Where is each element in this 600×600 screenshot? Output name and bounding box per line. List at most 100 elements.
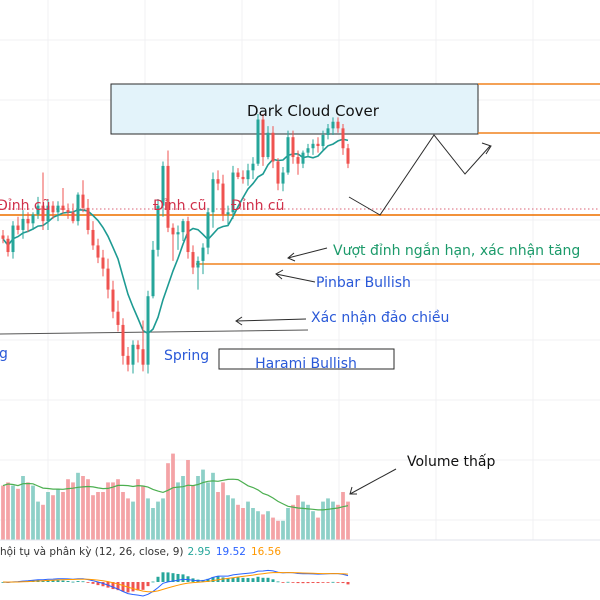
candle-body [316,143,320,147]
candle-body [96,245,100,258]
candle-body [21,218,25,230]
volume-bar [186,460,190,540]
candle-body [81,194,85,208]
macd-bar [131,582,135,592]
macd-bar [211,576,215,582]
candle-body [46,205,50,222]
volume-bar [256,511,260,540]
macd-bar [261,577,265,582]
volume-bar [11,485,15,540]
candle-body [111,289,115,312]
candle-body [171,227,175,235]
volume-bar [261,514,265,540]
volume-ma [2,478,349,511]
macd-bar [86,582,90,583]
candle-body [136,344,140,350]
volume-bar [196,476,200,540]
volume-bar [221,482,225,540]
candle-body [86,207,90,230]
candle-body [91,229,95,246]
volume-bar [56,488,60,540]
macd-bar [156,576,160,582]
old-peak-label-2: Đỉnh cũ [153,198,207,214]
macd-bar [271,579,275,582]
macd-bar [256,576,260,582]
macd-bar [251,578,255,582]
volume-bar [201,469,205,540]
pinbar-label: Pinbar Bullish [316,275,411,291]
volume-bar [226,495,230,540]
macd-bar [136,582,140,591]
candle-body [221,183,225,215]
volume-bar [306,504,310,540]
candle-body [191,252,195,268]
volume-bar [161,498,165,540]
macd-bar [306,582,310,584]
candle-body [56,205,60,213]
volume-bar [166,463,170,540]
candle-body [311,143,315,149]
volume-bar [36,501,40,540]
volume-bar [6,482,10,540]
candle-body [1,235,5,239]
macd-bar [51,580,55,582]
candle-body [186,221,190,253]
ma-line [2,138,349,335]
volume-bar [176,482,180,540]
macd-bar [236,577,240,582]
macd-bar [81,581,85,583]
macd-bar [326,582,330,583]
macd-bar [311,582,315,583]
volume-bar [41,504,45,540]
dark-cloud-label: Dark Cloud Cover [247,102,380,120]
volume-bar [266,511,270,540]
volume-bar [141,485,145,540]
volume-bar [331,501,335,540]
candle-body [246,170,250,180]
volume-bar [146,498,150,540]
volume-bar [21,476,25,540]
candle-body [291,137,295,158]
volume-bar [206,482,210,540]
macd-bar [121,582,125,592]
volume-bar [66,479,70,540]
macd-bar [61,580,65,582]
macd-bar [116,582,120,591]
macd-bar [226,578,230,582]
macd-bar [341,582,345,584]
volume-bar [181,476,185,540]
candle-body [151,249,155,297]
harami-label: Harami Bullish [255,356,357,372]
volume-bars [1,453,350,540]
old-peak-label-1: Đỉnh cũ [0,198,51,214]
volume-bar [211,472,215,540]
candle-body [306,148,310,153]
volume-bar [151,508,155,540]
macd-bar [301,582,305,584]
volume-bar [251,508,255,540]
volume-bar [91,495,95,540]
macd-bar [206,578,210,582]
volume-bar [16,488,20,540]
macd-bar [331,581,335,583]
projection-arrow-head [481,142,492,155]
harami-box [218,348,395,370]
macd-bar [291,582,295,583]
candle-body [176,232,180,235]
volume-bar [241,508,245,540]
macd-bar [96,582,100,586]
volume-bar [116,479,120,540]
candle-body [211,179,215,213]
volume-bar [321,501,325,540]
candle-body [331,121,335,129]
macd-bar [166,572,170,582]
volume-bar [101,492,105,540]
macd-value-3: 16.56 [251,546,281,558]
volume-bar [216,492,220,540]
candle-body [251,163,255,171]
trend-line [0,329,309,335]
volume-bar [346,501,350,540]
volume-bar [286,508,290,540]
candle-body [321,134,325,147]
volume-ma-line [2,478,349,511]
